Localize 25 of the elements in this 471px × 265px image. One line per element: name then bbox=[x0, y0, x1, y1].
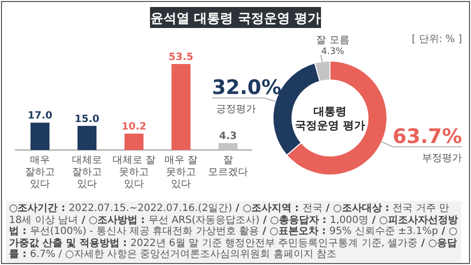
bar bbox=[218, 143, 238, 150]
x-tick-label: 대체로 잘하고 있다 bbox=[72, 155, 102, 190]
data-label: 4.3% bbox=[321, 47, 345, 57]
bar bbox=[78, 126, 96, 150]
text: 대통령 국정운영 평가 bbox=[295, 105, 365, 132]
data-label: 15.0 bbox=[74, 114, 100, 125]
slice-label: 잘 모름 bbox=[316, 35, 350, 46]
data-label: 32.0% bbox=[212, 74, 282, 99]
data-label: 4.3 bbox=[219, 131, 237, 142]
bar bbox=[30, 122, 50, 150]
data-label: 17.0 bbox=[28, 110, 52, 122]
x-tick-label: 잘 모르겠다 bbox=[208, 155, 248, 178]
x-tick-label: 대체로 잘 못하고 있다 bbox=[112, 155, 156, 190]
x-tick-label: 매우 잘 못하고 있다 bbox=[164, 155, 198, 190]
slice-label: 긍정평가 bbox=[216, 104, 256, 115]
chart-title: 윤석열 대통령 국정운영 평가 bbox=[150, 12, 320, 26]
data-label: 10.2 bbox=[122, 122, 146, 133]
data-label: 53.5 bbox=[168, 52, 194, 63]
text: ○조사기간 : 2022.07.15.~2022.07.16.(2일간) / ○조사지역 : 전국 / ○조사대상 : 전국 거주 만 18세 이상 남녀 / ○조사방법 : 무선 ARS(자동응답조사) / ○총응답자 : 1,000명 / ○피조사자선정방법 : 무선(100%) - 통신사 제공 휴대전화 가상번호 활용 / ○표본오차 : 95% 신뢰수준 ±3.1%p / ○가중값 산출 및 적용방법 : 2022년 6월 말 기준 행정안전부 주민등록인구통계 기준, 셀가중 / ○응답률 : 6.7% / ○자세한 사항은 중앙선거여론조사심의위원회 홈페이지 참조 bbox=[9, 203, 458, 260]
text: [ 단위: % ] bbox=[412, 34, 462, 45]
bar bbox=[172, 64, 190, 150]
x-tick-label: 매우 잘하고 있다 bbox=[25, 155, 55, 190]
slice-label: 부정평가 bbox=[422, 152, 462, 164]
data-label: 63.7% bbox=[392, 124, 462, 148]
bar bbox=[124, 134, 144, 150]
